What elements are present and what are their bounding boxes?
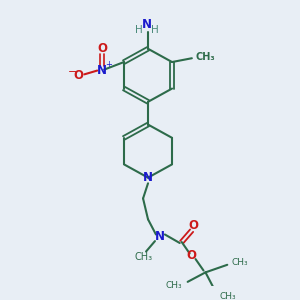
Text: H: H: [151, 25, 159, 35]
Text: O: O: [74, 69, 83, 82]
Text: −: −: [68, 68, 77, 77]
Text: O: O: [189, 219, 199, 232]
Text: O: O: [187, 249, 196, 262]
Text: CH₃: CH₃: [196, 52, 215, 62]
Text: CH₃: CH₃: [231, 258, 248, 267]
Text: O: O: [97, 42, 107, 55]
Text: N: N: [142, 18, 152, 31]
Text: CH₃: CH₃: [165, 281, 182, 290]
Text: H: H: [135, 25, 143, 35]
Text: N: N: [143, 171, 153, 184]
Text: N: N: [97, 64, 107, 77]
Text: N: N: [155, 230, 165, 243]
Text: CH₃: CH₃: [219, 292, 236, 300]
Text: +: +: [105, 60, 112, 69]
Text: CH₃: CH₃: [135, 252, 153, 262]
